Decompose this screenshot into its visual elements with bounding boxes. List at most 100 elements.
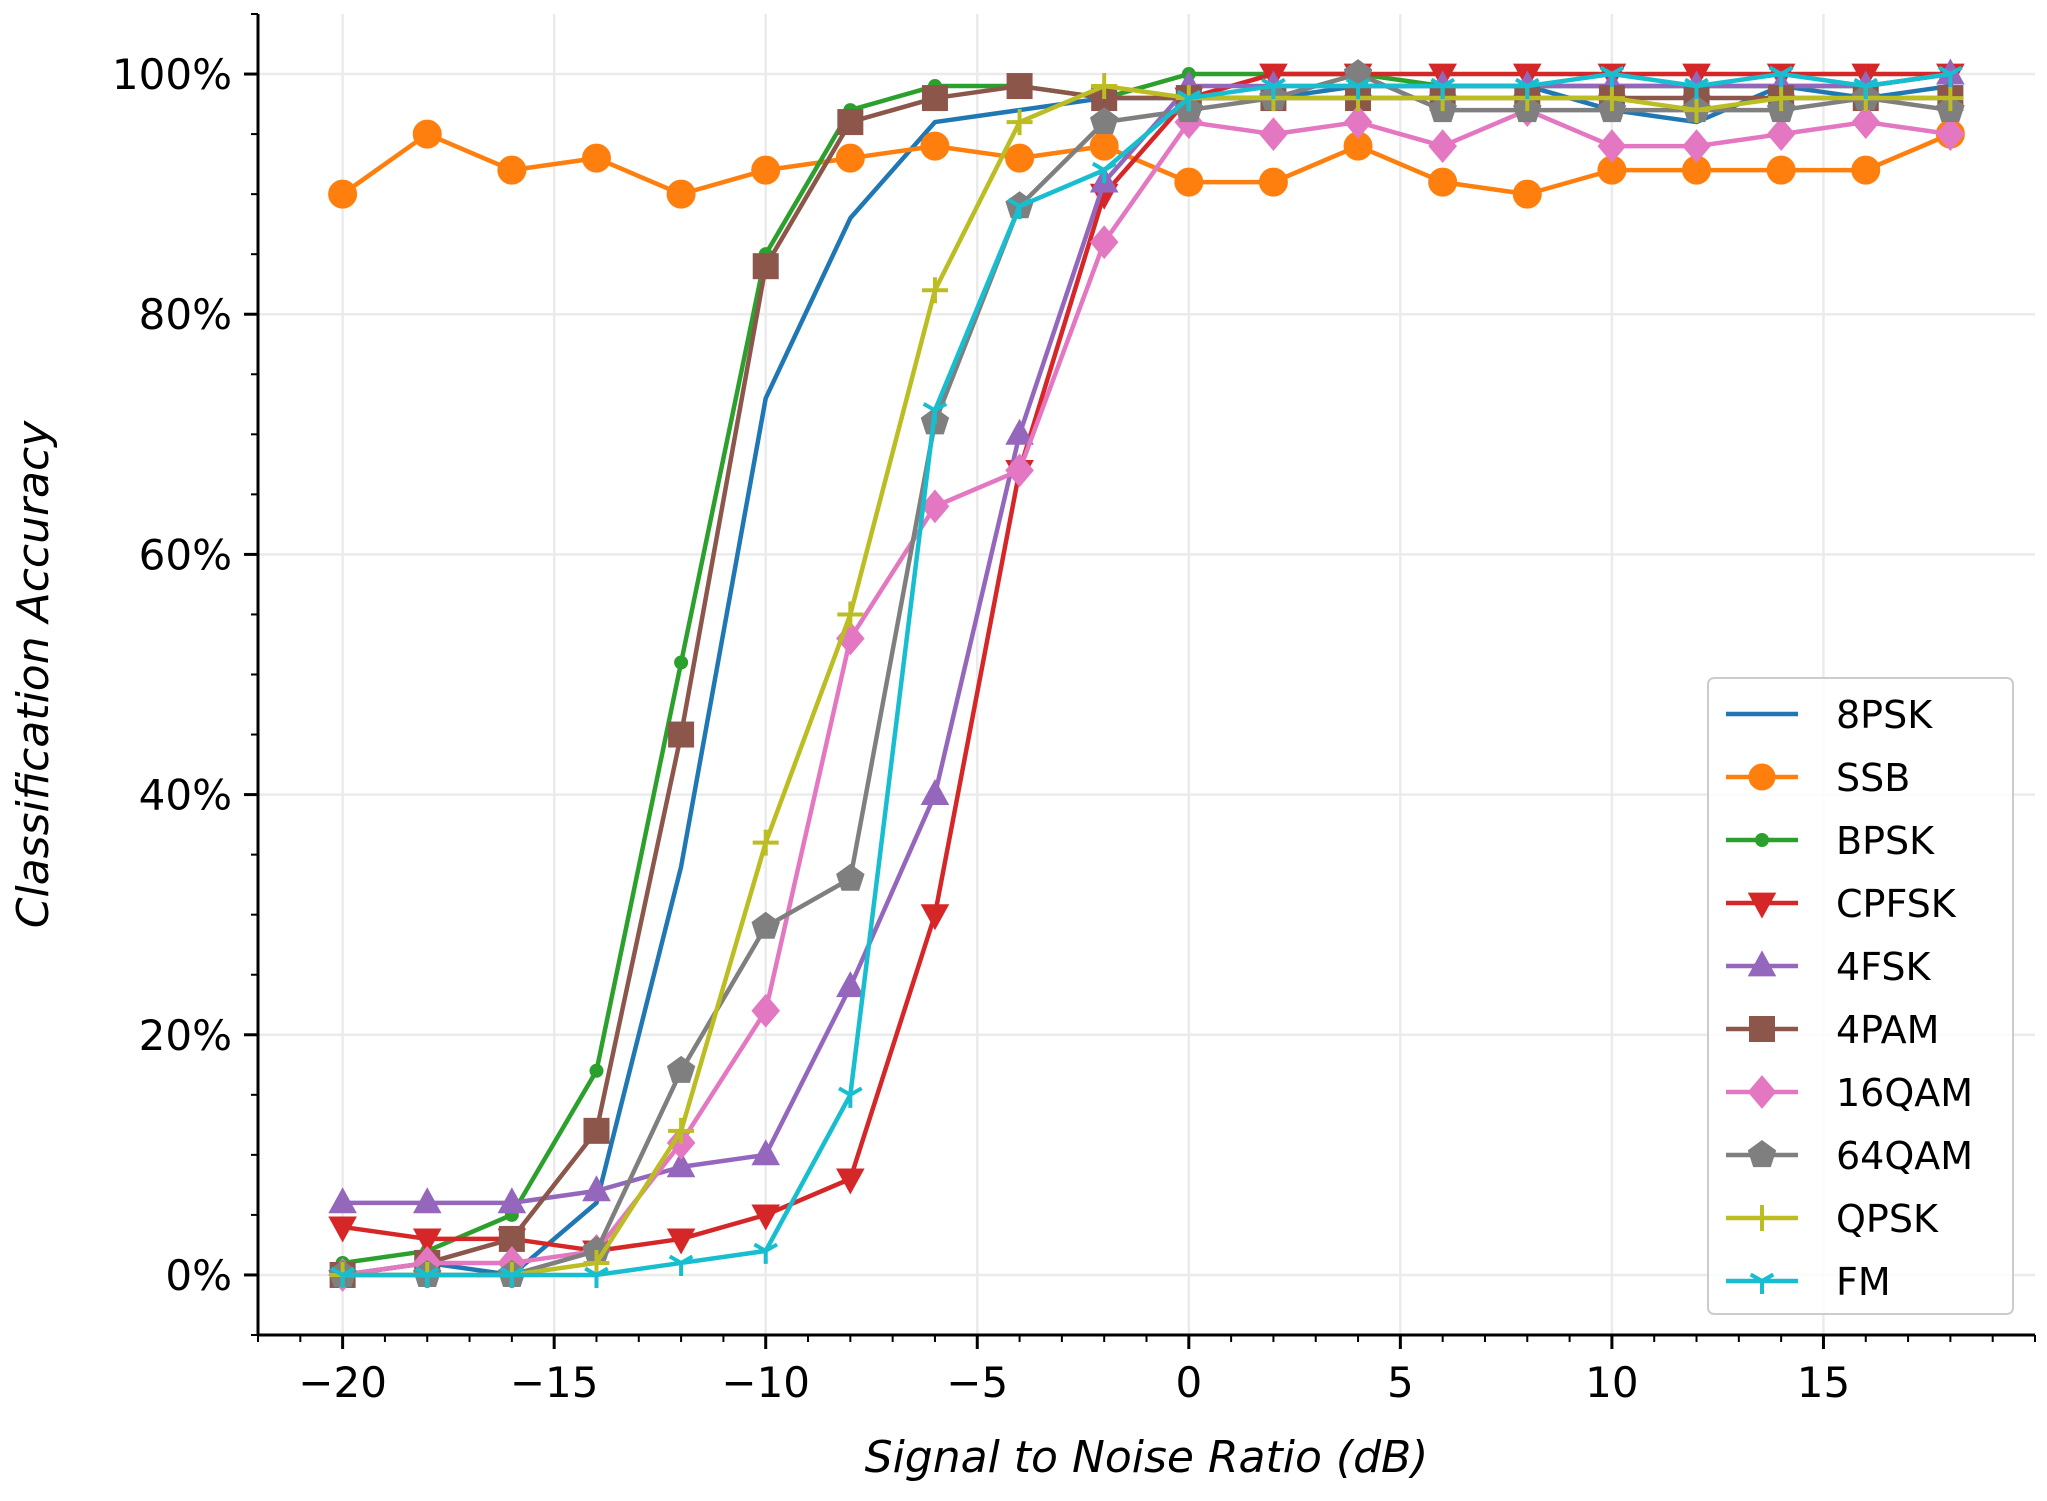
data-point [1176,89,1202,112]
legend-label: BPSK [1836,819,1935,863]
data-point [668,1117,695,1144]
legend-item: CPFSK [1726,882,1957,926]
plot-area [328,58,1965,1292]
legend-item: 4FSK [1726,945,1931,989]
series-line [342,71,1951,1278]
legend-item: FM [1726,1260,1891,1304]
data-point [837,109,864,136]
data-point [1005,418,1034,445]
data-point [920,904,950,931]
data-point [412,119,442,149]
data-point [1345,77,1371,100]
data-point [1766,155,1796,185]
x-tick-label: −20 [298,1358,387,1407]
data-point [1851,105,1881,139]
data-point [1005,143,1035,173]
data-point [1683,97,1710,124]
data-point [668,721,695,748]
data-point [666,1228,696,1255]
data-point [1343,59,1373,87]
x-tick-label: −10 [721,1358,810,1407]
data-point [921,85,948,112]
data-point [584,1266,609,1288]
y-tick-label: 40% [139,771,232,820]
data-point [1851,155,1881,185]
data-point [1007,197,1032,220]
legend-marker [1747,950,1777,977]
data-point [835,143,865,173]
legend-item: 16QAM [1726,1071,1973,1115]
data-point [1428,129,1457,163]
data-point [1089,107,1119,135]
data-point [920,131,950,161]
x-tick-label: −5 [946,1358,1008,1407]
data-point [582,1235,611,1264]
data-point [328,1187,357,1214]
data-point [1597,129,1627,163]
data-point [1936,58,1965,85]
x-tick-label: 5 [1387,1358,1414,1407]
series-FM [330,65,1963,1288]
legend-item: 8PSK [1726,693,1933,737]
legend-marker [1749,1272,1775,1294]
data-point [330,1266,355,1288]
legend-item: BPSK [1726,819,1935,863]
data-point [1768,85,1795,112]
data-point [752,829,779,856]
series-line [342,83,1951,1278]
legend-marker [1747,892,1777,919]
data-point [1853,77,1879,100]
data-point [412,1228,442,1255]
series-line [342,83,1951,1278]
y-tick-label: 20% [139,1011,232,1060]
legend-item: QPSK [1726,1197,1939,1241]
axes: −20 −15 −10 −5 0 5 10 15 0% 20% 40% 60% 80% 100% [112,13,2036,1407]
x-tick-label: 10 [1585,1358,1638,1407]
data-point [1682,129,1711,163]
data-point [920,778,950,805]
data-point [753,1242,779,1264]
data-point [751,1204,781,1231]
data-point [1766,117,1796,151]
legend-label: FM [1836,1260,1891,1304]
data-point [836,1168,865,1195]
data-point [1006,109,1033,136]
legend-label: 4FSK [1836,945,1931,989]
x-tick-label: −15 [510,1358,599,1407]
data-point [583,1117,610,1144]
legend-marker [1755,833,1769,847]
legend-marker [1747,1140,1777,1168]
data-point [499,1266,525,1288]
data-point [751,1139,781,1166]
data-point [1089,225,1119,260]
data-point [1428,167,1458,197]
data-point [1091,73,1118,100]
legend-item: SSB [1726,756,1910,800]
data-point [1599,65,1625,88]
data-point [1430,77,1455,100]
data-point [666,1055,696,1083]
x-axis-title: Signal to Noise Ratio (dB) [865,1432,1429,1483]
data-point [1514,77,1540,100]
legend-label: 8PSK [1836,693,1933,737]
series-line [342,71,1951,1254]
y-tick-label: 60% [139,530,232,579]
data-point [328,179,358,209]
y-axis-title: Classification Accuracy [8,420,59,928]
data-point [1259,117,1288,151]
data-point [1512,179,1542,209]
x-tick-label: 15 [1797,1358,1850,1407]
legend-item: 4PAM [1726,1008,1939,1052]
data-point [674,655,689,670]
data-point [412,1187,442,1214]
data-point [668,1254,694,1276]
data-point [920,489,950,524]
legend-label: 4PAM [1836,1008,1939,1052]
data-point [1006,73,1033,100]
data-point [1091,161,1117,184]
data-point [497,1187,527,1214]
data-point [583,1249,610,1276]
data-point [838,1086,863,1108]
data-point [1938,65,1963,88]
